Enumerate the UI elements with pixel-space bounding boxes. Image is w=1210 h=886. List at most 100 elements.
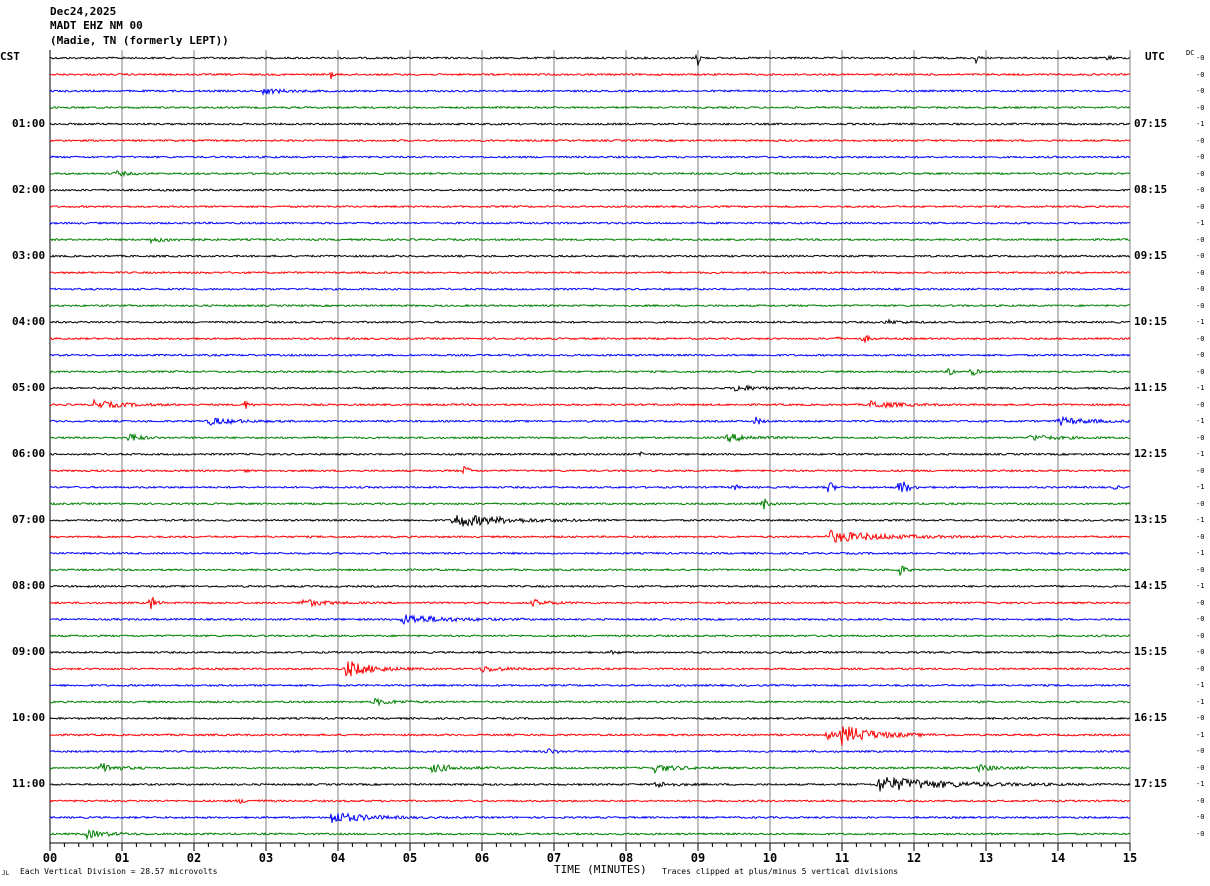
dc-offset-label: -0 [1196,499,1205,508]
trace-row-13 [49,270,1131,275]
trace-row-32 [49,584,1131,589]
trace-row-5 [49,138,1131,143]
trace-row-19 [49,368,1131,377]
trace-row-15 [49,303,1131,308]
right-timezone-label: UTC [1145,50,1165,63]
dc-offset-label: -1 [1196,318,1205,327]
dc-offset-label: -1 [1196,219,1205,228]
utc-hour-label: 08:15 [1134,183,1168,197]
x-tick-label: 09 [691,851,705,865]
trace-row-16 [49,318,1131,325]
dc-offset-label: -1 [1196,549,1205,558]
trace-row-37 [49,661,1131,677]
trace-row-20 [49,384,1131,392]
dc-offset-label: -1 [1196,697,1205,706]
dc-offset-label: -0 [1196,763,1205,772]
utc-hour-label: 13:15 [1134,513,1168,527]
cst-hour-label: 05:00 [12,381,46,395]
cst-hour-label: 03:00 [12,249,46,263]
dc-offset-label: -0 [1196,813,1205,822]
x-tick-label: 02 [187,851,201,865]
corner-mark: JL [2,870,10,877]
dc-offset-label: -1 [1196,516,1205,525]
dc-offset-label: -0 [1196,648,1205,657]
dc-offset-label: -1 [1196,681,1205,690]
x-tick-label: 08 [619,851,633,865]
trace-row-4 [49,122,1131,126]
dc-offset-label: -0 [1196,747,1205,756]
trace-row-47 [49,828,1131,841]
utc-hour-label: 07:15 [1134,117,1168,131]
trace-row-0 [49,53,1131,66]
trace-row-8 [49,188,1130,192]
dc-offset-label: -0 [1196,252,1205,261]
dc-offset-label: -0 [1196,351,1205,360]
dc-offset-label: -1 [1196,483,1205,492]
dc-offset-label: -0 [1196,598,1205,607]
dc-offset-label: -1 [1196,384,1205,393]
x-axis-label: TIME (MINUTES) [554,863,647,876]
trace-row-23 [49,432,1131,443]
trace-row-40 [49,716,1131,721]
dc-offset-label: -0 [1196,301,1205,310]
dc-header-label: DC [1186,49,1195,57]
dc-offset-label: -1 [1196,450,1205,459]
station-label: MADT EHZ NM 00 [50,19,143,32]
dc-offset-label: -0 [1196,433,1205,442]
x-tick-label: 13 [979,851,993,865]
dc-offset-label: -0 [1196,153,1205,162]
left-timezone-label: CST [0,50,20,63]
utc-hour-label: 15:15 [1134,645,1168,659]
dc-offset-label: -0 [1196,631,1205,640]
dc-offset-label: -1 [1196,730,1205,739]
dc-offset-label: -1 [1196,780,1205,789]
cst-hour-label: 06:00 [12,447,46,461]
trace-row-12 [49,254,1131,258]
dc-offset-label: -0 [1196,103,1205,112]
dc-offset-label: -0 [1196,565,1205,574]
x-tick-label: 11 [835,851,849,865]
dc-offset-label: -0 [1196,829,1205,838]
x-tick-label: 05 [403,851,417,865]
trace-row-3 [49,105,1131,110]
dc-offset-label: -1 [1196,120,1205,129]
x-tick-label: 15 [1123,851,1137,865]
x-tick-label: 14 [1051,851,1065,865]
trace-row-7 [49,170,1131,178]
x-tick-label: 00 [43,851,57,865]
dc-offset-label: -0 [1196,169,1205,178]
trace-row-30 [49,551,1130,556]
dc-offset-label: -0 [1196,714,1205,723]
cst-hour-label: 08:00 [12,579,46,593]
utc-hour-label: 11:15 [1134,381,1168,395]
trace-row-46 [49,812,1131,823]
trace-row-45 [49,798,1131,804]
trace-row-27 [49,498,1131,510]
trace-row-38 [49,683,1131,688]
cst-hour-label: 09:00 [12,645,46,659]
trace-row-22 [49,415,1131,426]
scale-text: Each Vertical Division = 28.57 microvolt… [20,867,218,876]
trace-row-25 [49,466,1131,475]
dc-offset-label: -0 [1196,235,1205,244]
location-label: (Madie, TN (formerly LEPT)) [50,34,229,47]
dc-offset-label: -0 [1196,400,1205,409]
cst-hour-label: 02:00 [12,183,46,197]
dc-offset-label: -0 [1196,70,1205,79]
dc-offset-label: -0 [1196,202,1205,211]
trace-row-14 [49,287,1131,291]
trace-row-10 [49,221,1131,225]
x-tick-label: 12 [907,851,921,865]
utc-hour-label: 16:15 [1134,711,1168,725]
dc-offset-label: -0 [1196,664,1205,673]
dc-offset-label: -0 [1196,334,1205,343]
trace-row-42 [49,748,1131,754]
trace-row-21 [49,398,1131,410]
x-tick-label: 07 [547,851,561,865]
dc-offset-label: -0 [1196,268,1205,277]
cst-hour-label: 10:00 [12,711,46,725]
utc-hour-label: 12:15 [1134,447,1168,461]
dc-offset-label: -1 [1196,417,1205,426]
trace-row-34 [49,614,1131,625]
